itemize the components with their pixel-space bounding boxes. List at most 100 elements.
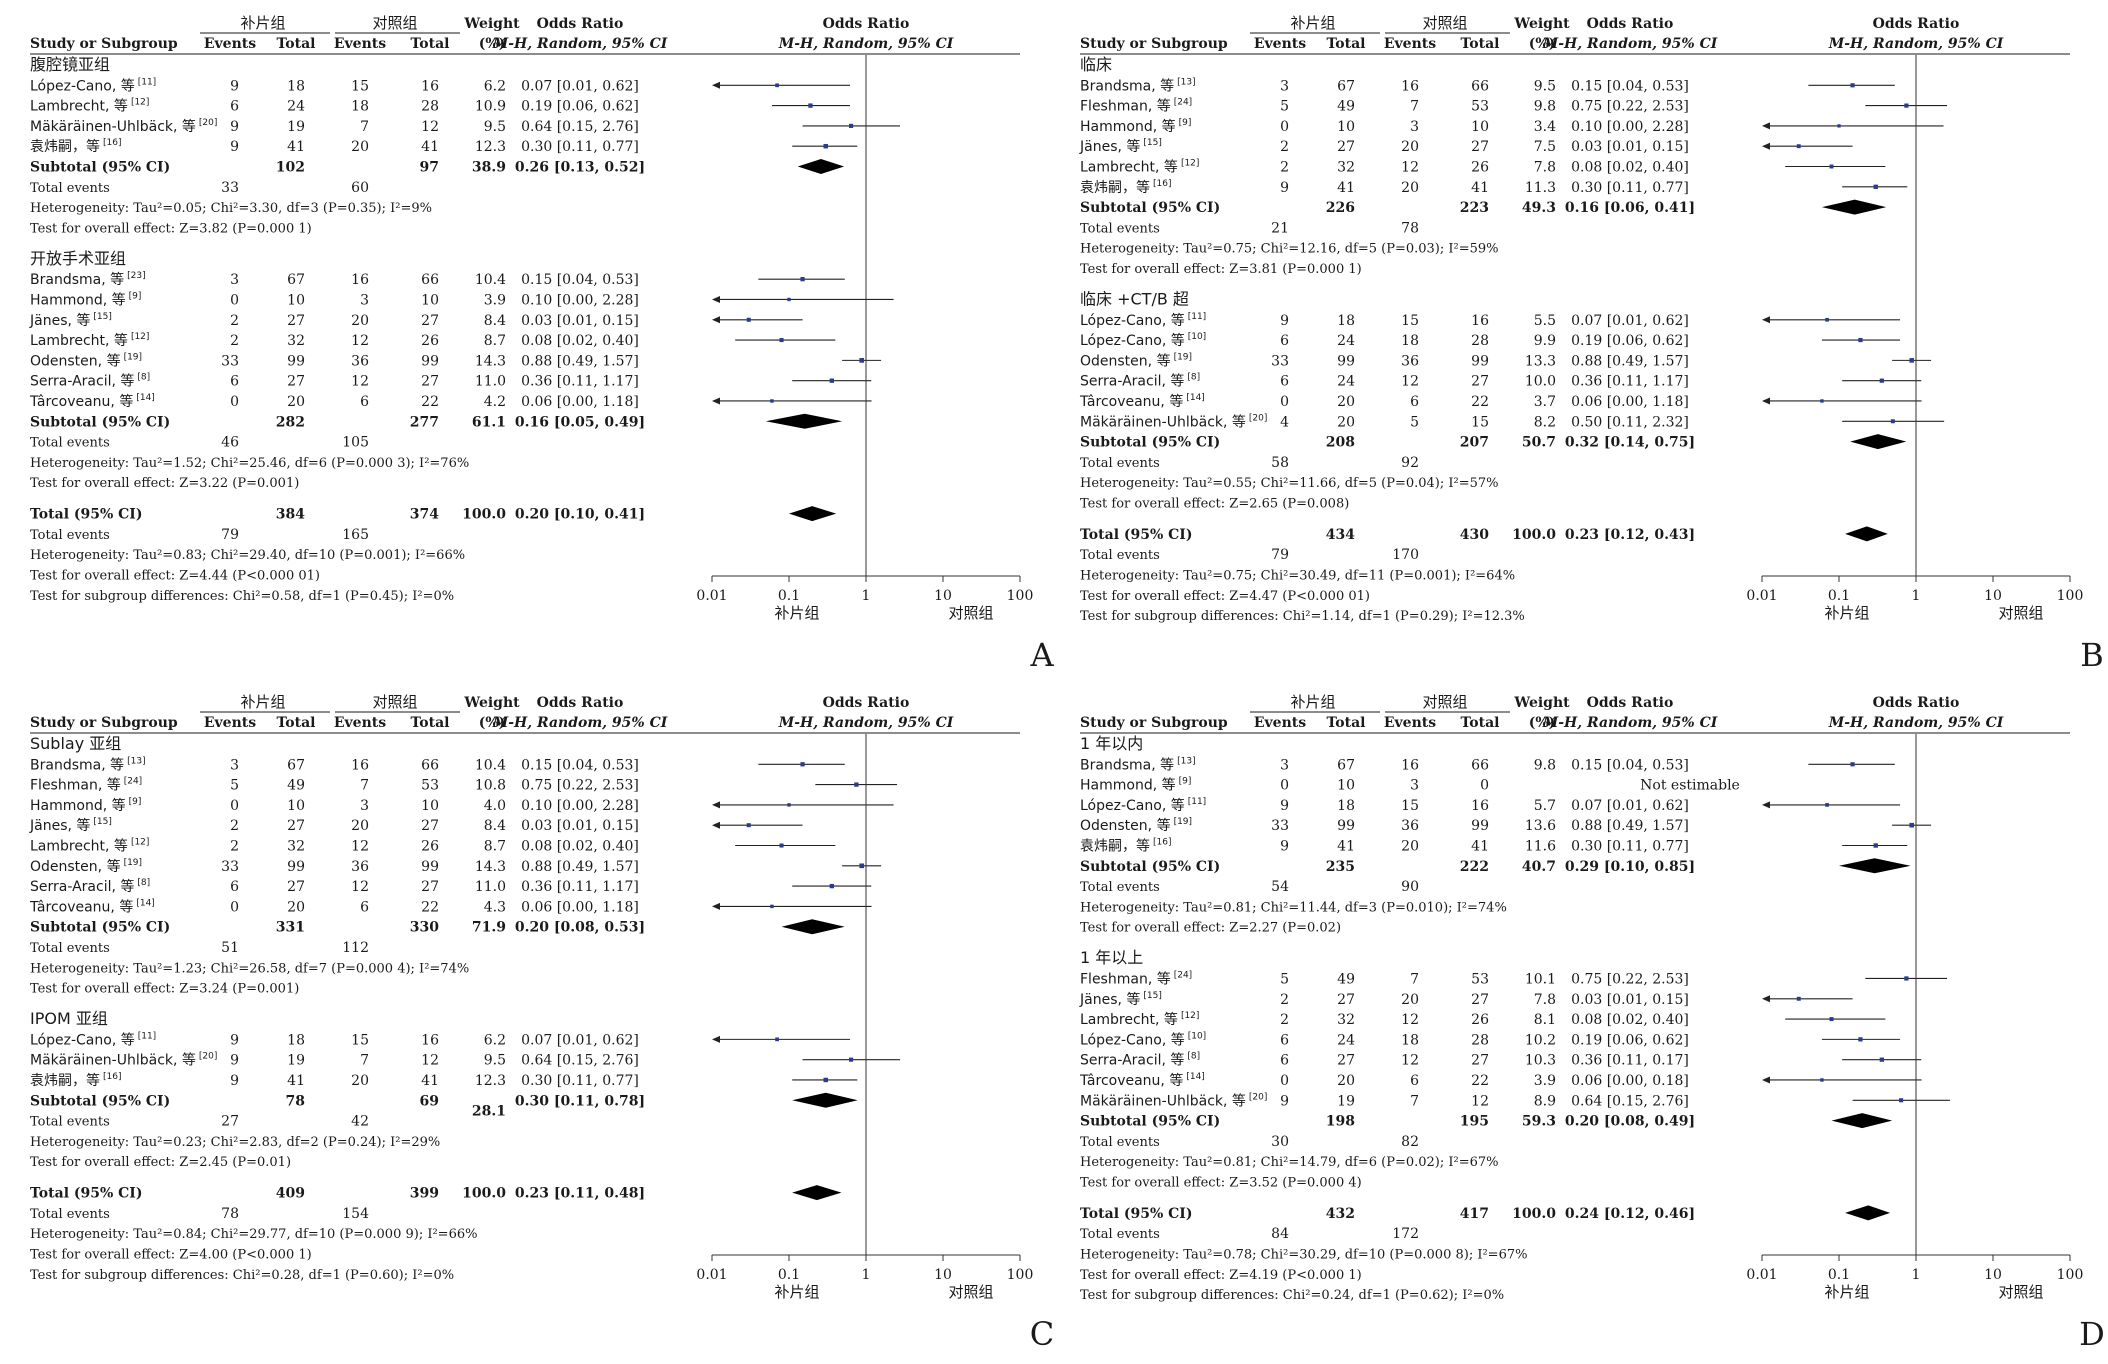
events-value: 15 [351, 78, 369, 94]
subtotal-diamond [1821, 199, 1887, 215]
study-ref: [13] [127, 756, 145, 766]
weight-value: 100.0 [462, 1186, 506, 1202]
events-header: Events [204, 715, 256, 731]
study-ref: [16] [103, 138, 121, 148]
events-header: Events [334, 715, 386, 731]
total-value: 16 [1471, 798, 1489, 814]
total-value: 10 [421, 292, 439, 308]
x-left-label: 补片组 [1824, 1283, 1869, 1301]
study-name: López-Cano, 等 [11] [1080, 797, 1206, 814]
group2-header: 对照组 [372, 14, 417, 32]
study-name: Lambrecht, 等 [12] [30, 332, 149, 349]
events-value: 3 [1410, 778, 1419, 794]
weight-value: 7.5 [1534, 139, 1556, 155]
subtotal-diamond [1831, 1113, 1893, 1129]
study-name: Brandsma, 等 [13] [1080, 77, 1196, 94]
total-value: 41 [421, 139, 439, 155]
events-value: 6 [1280, 1053, 1289, 1069]
subtotal-diamond [792, 1092, 858, 1108]
weight-value: 5.7 [1534, 798, 1556, 814]
events-value: 165 [342, 527, 369, 543]
study-name: Serra-Aracil, 等 [8] [30, 373, 150, 390]
events-header: Events [204, 36, 256, 52]
weight-value: 11.0 [475, 879, 506, 895]
stat-note: Test for overall effect: Z=3.52 (P=0.000… [1080, 1175, 1362, 1190]
total-value: 41 [287, 139, 305, 155]
stat-note: Heterogeneity: Tau²=0.75; Chi²=30.49, df… [1080, 569, 1515, 584]
weight-value: 11.3 [1525, 180, 1556, 196]
weight-value: 50.7 [1522, 435, 1556, 451]
study-name: Lambrecht, 等 [12] [30, 98, 149, 115]
pooled-odds-ratio: 0.20 [0.10, 0.41] [515, 507, 645, 523]
study-header: Study or Subgroup [30, 36, 178, 52]
total-value: 27 [1337, 992, 1355, 1008]
study-ref: [8] [137, 373, 150, 383]
total-events-label: Total events [30, 1115, 110, 1130]
x-tick-label: 0.1 [778, 588, 800, 604]
total-value: 27 [287, 818, 305, 834]
weight-value: 10.2 [1525, 1032, 1556, 1048]
x-tick-label: 1 [1912, 1267, 1921, 1283]
events-value: 0 [1280, 778, 1289, 794]
x-tick-label: 100 [2057, 588, 2084, 604]
total-value: 20 [287, 394, 305, 410]
study-ref: [20] [1249, 413, 1267, 423]
study-name: López-Cano, 等 [11] [30, 1031, 156, 1048]
total-events-label: Total events [30, 528, 110, 543]
weight-header: Weight [1513, 16, 1570, 32]
events-value: 6 [1280, 1032, 1289, 1048]
study-ref: [23] [127, 271, 145, 281]
stat-note: Test for overall effect: Z=2.27 (P=0.02) [1080, 921, 1341, 936]
study-header: Study or Subgroup [1080, 36, 1228, 52]
events-value: 20 [351, 1073, 369, 1089]
events-value: 154 [342, 1206, 369, 1222]
events-value: 0 [1280, 119, 1289, 135]
odds-ratio-value: 0.19 [0.06, 0.62] [1571, 1032, 1689, 1048]
total-value: 277 [410, 414, 439, 430]
odds-ratio-value: 0.36 [0.11, 0.17] [1571, 1053, 1689, 1069]
odds-ratio-value: 0.30 [0.11, 0.77] [1571, 839, 1689, 855]
total-header: Total [410, 36, 449, 52]
subgroup-heading: 1 年以上 [1080, 948, 1143, 967]
events-value: 12 [351, 879, 369, 895]
odds-ratio-value: 0.08 [0.02, 0.40] [1571, 160, 1689, 176]
total-value: 10 [421, 798, 439, 814]
total-events-label: Total events [30, 181, 110, 196]
study-ref: [14] [1186, 1072, 1204, 1082]
subgroup-heading: 1 年以内 [1080, 734, 1143, 753]
events-value: 20 [1401, 992, 1419, 1008]
point-estimate [1820, 399, 1824, 403]
total-value: 49 [1337, 971, 1355, 987]
events-header: Events [334, 36, 386, 52]
plot-method-header: M-H, Random, 95% CI [1828, 715, 2004, 731]
study-name: Lambrecht, 等 [12] [30, 838, 149, 855]
weight-value: 9.5 [1534, 78, 1556, 94]
weight-value: 9.9 [1534, 333, 1556, 349]
study-header: Study or Subgroup [30, 715, 178, 731]
events-value: 6 [1280, 374, 1289, 390]
study-ref: [15] [93, 312, 111, 322]
point-estimate [1879, 378, 1884, 383]
weight-value: 7.8 [1534, 992, 1556, 1008]
odds-ratio-value: 0.08 [0.02, 0.40] [521, 839, 639, 855]
odds-ratio-value: 0.07 [0.01, 0.62] [521, 1032, 639, 1048]
weight-value: 8.4 [484, 313, 506, 329]
total-value: 226 [1326, 200, 1355, 216]
total-events-label: Total events [30, 436, 110, 451]
plot-header: Odds Ratio [823, 16, 910, 32]
stat-note: Test for overall effect: Z=4.19 (P<0.000… [1080, 1268, 1362, 1283]
study-name: Odensten, 等 [19] [1080, 352, 1192, 369]
total-events-label: Total events [30, 941, 110, 956]
total-value: 399 [410, 1186, 439, 1202]
ci-arrow-left [712, 902, 720, 910]
point-estimate [779, 338, 784, 343]
stat-note: Test for overall effect: Z=3.24 (P=0.001… [30, 982, 299, 997]
total-label: Total (95% CI) [1080, 1206, 1192, 1222]
events-value: 12 [351, 333, 369, 349]
total-value: 430 [1460, 527, 1489, 543]
stat-note: Test for overall effect: Z=2.45 (P=0.01) [30, 1155, 291, 1170]
total-value: 16 [1471, 313, 1489, 329]
or-header: Odds Ratio [1587, 16, 1674, 32]
weight-value: 8.4 [484, 818, 506, 834]
